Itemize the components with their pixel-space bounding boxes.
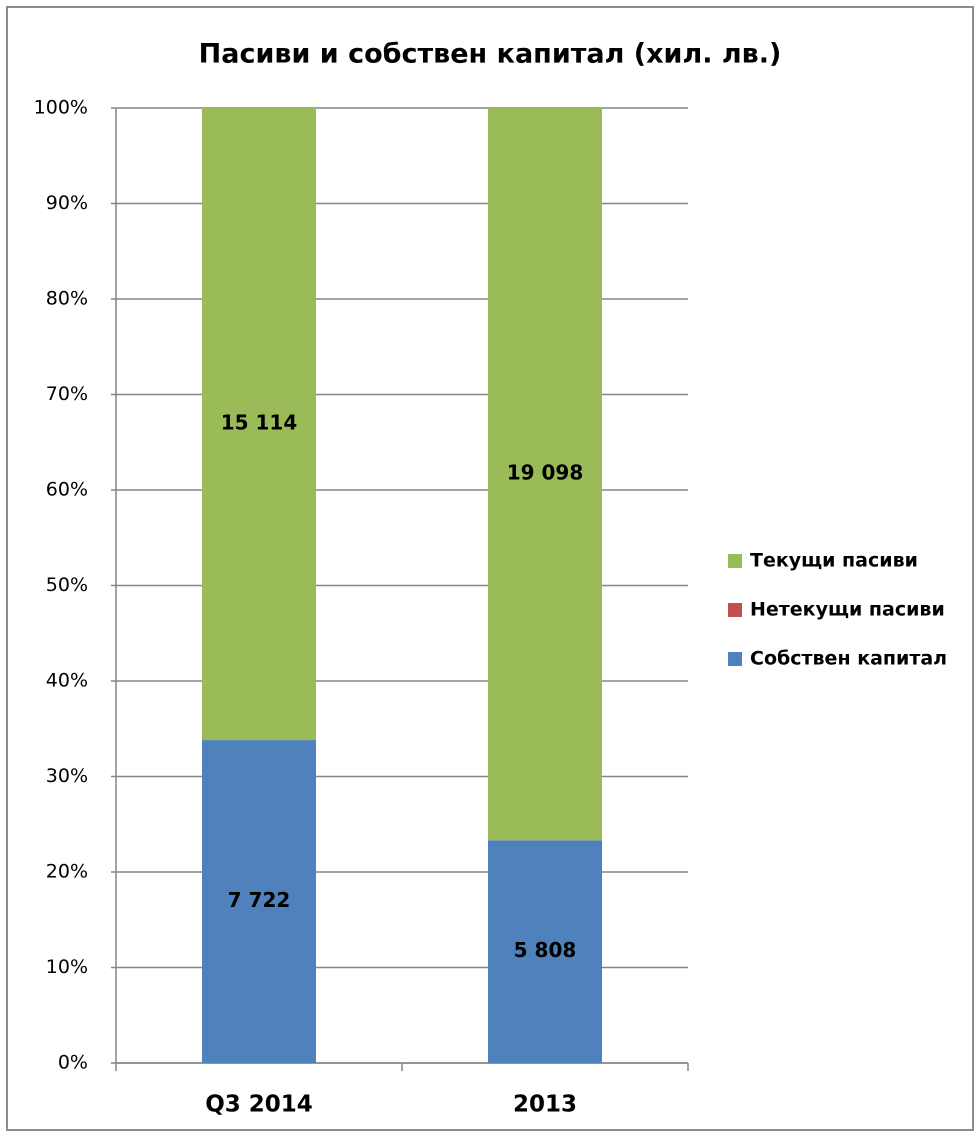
y-tick-label: 60% — [46, 479, 88, 501]
y-tick-label: 30% — [46, 765, 88, 787]
legend-swatch — [728, 603, 742, 617]
bar-segment — [202, 740, 316, 1063]
data-label: 15 114 — [221, 411, 298, 435]
legend-label: Нетекущи пасиви — [750, 599, 945, 621]
y-tick-label: 80% — [46, 288, 88, 310]
bar-segment — [488, 108, 602, 841]
y-tick-label: 100% — [34, 97, 88, 119]
y-tick-label: 20% — [46, 861, 88, 883]
y-tick-label: 0% — [58, 1052, 88, 1074]
y-tick-label: 70% — [46, 383, 88, 405]
bar-segment — [202, 108, 316, 741]
y-tick-label: 90% — [46, 192, 88, 214]
y-tick-label: 10% — [46, 956, 88, 978]
legend-label: Текущи пасиви — [750, 550, 918, 572]
x-tick-label: Q3 2014 — [205, 1092, 313, 1118]
data-label: 7 722 — [228, 888, 291, 912]
legend-label: Собствен капитал — [750, 648, 947, 670]
y-tick-label: 50% — [46, 574, 88, 596]
data-label: 19 098 — [507, 461, 584, 485]
chart-title: Пасиви и собствен капитал (хил. лв.) — [199, 39, 782, 70]
y-tick-label: 40% — [46, 670, 88, 692]
data-label: 5 808 — [514, 938, 577, 962]
legend-swatch — [728, 652, 742, 666]
x-tick-label: 2013 — [513, 1092, 577, 1118]
legend-swatch — [728, 554, 742, 568]
bar-segment — [488, 840, 602, 1063]
